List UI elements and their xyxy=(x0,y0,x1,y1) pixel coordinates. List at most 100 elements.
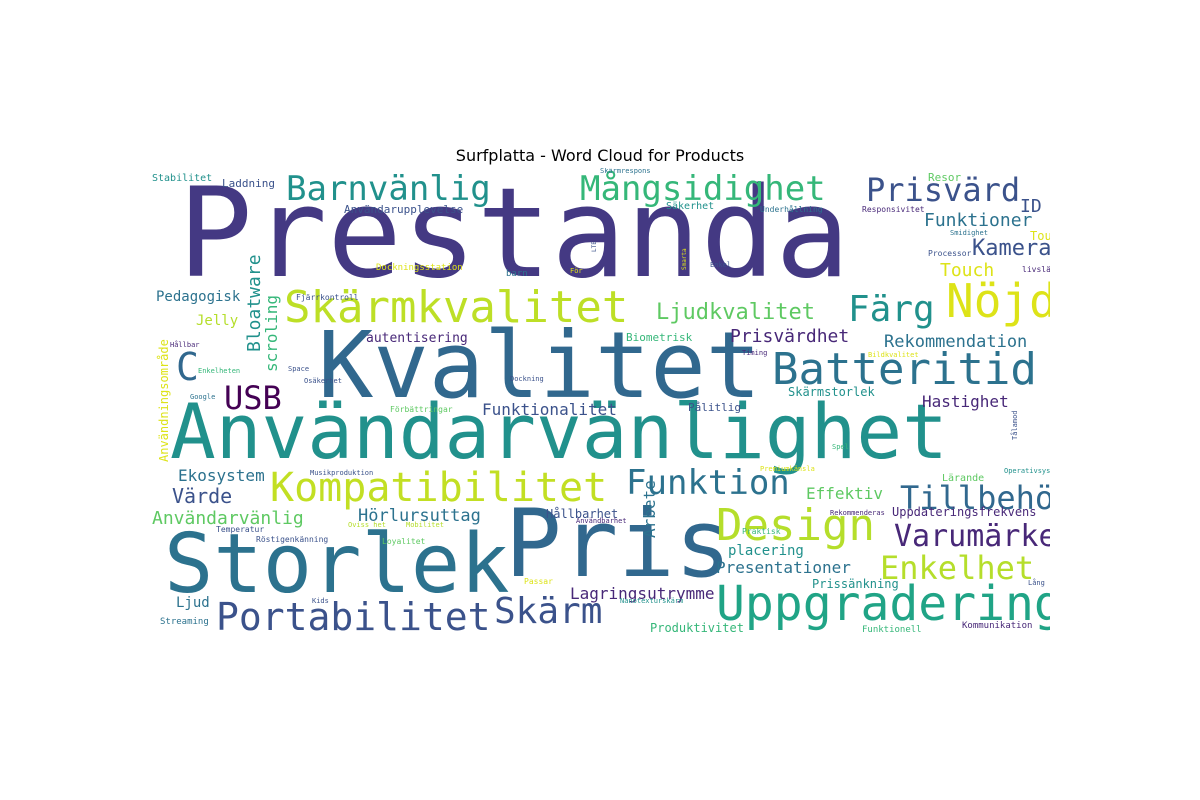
word: Nanotexturskärm xyxy=(620,597,684,605)
word: Design xyxy=(716,500,875,551)
word: Tålamod xyxy=(1011,410,1019,440)
word: Premiumkänsla xyxy=(760,465,815,473)
word: Temperatur xyxy=(216,525,265,534)
word: Dockning xyxy=(510,375,544,383)
word: Smarta xyxy=(681,248,688,270)
word: Stabilitet xyxy=(152,173,213,184)
word: LTE xyxy=(591,241,598,252)
word: Skärmrespons xyxy=(600,168,651,175)
word: Kvalitet xyxy=(318,312,762,419)
word: USB xyxy=(224,379,282,417)
word: Smidighet xyxy=(950,229,988,237)
word: Funktion xyxy=(626,463,790,503)
word: Touch xyxy=(940,260,995,281)
word: Pedagogisk xyxy=(156,289,241,305)
word: placering xyxy=(728,543,804,559)
word: Varumärke xyxy=(894,519,1050,554)
word: Nöjd xyxy=(946,274,1050,328)
word: Rekommendation xyxy=(884,332,1028,352)
word: Funktionalitet xyxy=(482,400,617,419)
word: Tillbehör xyxy=(900,479,1050,517)
word: Användningsområde xyxy=(157,339,171,462)
word: Effektiv xyxy=(806,484,884,503)
word: autentisering xyxy=(366,331,468,346)
word: Fjärrkontroll xyxy=(296,293,359,302)
word: Ljudkvalitet xyxy=(656,300,815,325)
word: Skärmstorlek xyxy=(788,385,875,399)
word: Pris xyxy=(505,490,732,599)
word: Värde xyxy=(172,484,233,508)
word: Prisvärd xyxy=(866,171,1021,209)
word: Bildkvalitet xyxy=(868,351,919,359)
word: Ljud xyxy=(176,595,210,611)
word: Produktivitet xyxy=(650,621,744,635)
word: Resor xyxy=(928,171,962,184)
word: Streaming xyxy=(160,617,209,627)
word: Presentationer xyxy=(716,558,851,577)
word: Osäkerhet xyxy=(304,377,342,385)
word: Timing xyxy=(742,349,768,357)
word: Enkelheten xyxy=(198,367,241,375)
word: Mobilitet xyxy=(406,521,444,529)
word: Google xyxy=(190,393,216,401)
word: Laddning xyxy=(222,177,275,190)
word: Kids xyxy=(312,597,329,605)
word: Hållbarhet xyxy=(546,507,619,521)
word: Enkelhet xyxy=(880,549,1035,587)
word: Biometrisk xyxy=(626,331,693,344)
word: Storlek xyxy=(164,517,510,612)
word: Användbarhet xyxy=(576,517,627,525)
word: Prestanda xyxy=(178,168,850,306)
word: livslängd xyxy=(1022,265,1050,274)
word: Lång xyxy=(1028,579,1045,587)
word: Batteritid xyxy=(772,344,1037,395)
word: Användarvänlighet xyxy=(170,387,948,476)
word-cloud: Prestanda Kvalitet Användarvänlighet Pri… xyxy=(150,168,1050,638)
word: Barnvänlig xyxy=(286,169,491,209)
word: Skärmkvalitet xyxy=(284,282,629,333)
word: scroling xyxy=(262,294,281,372)
word: Användarvänlig xyxy=(152,508,304,529)
word: Spel xyxy=(832,443,849,451)
word: Hastighet xyxy=(922,392,1009,411)
word: Uppdateringsfrekvens xyxy=(892,505,1037,519)
word: Operativsystem xyxy=(1004,467,1050,475)
chart-title: Surfplatta - Word Cloud for Products xyxy=(455,146,745,165)
word: Space xyxy=(288,365,310,373)
word: Underhållning xyxy=(760,205,823,214)
word: Portabilitet xyxy=(216,595,491,638)
word: Loyalitet xyxy=(382,537,426,546)
word: Prisvärdhet xyxy=(730,326,850,347)
word: Prissänkning xyxy=(812,577,899,591)
word: Förbättringar xyxy=(390,405,453,414)
word: C xyxy=(176,345,199,389)
word: Säkerhet xyxy=(666,201,715,212)
word: barn xyxy=(506,269,528,279)
word: Rekommenderas xyxy=(830,509,885,517)
word: Jelly xyxy=(196,313,239,329)
word: Kamera xyxy=(972,236,1050,261)
word: Hörlursuttag xyxy=(358,506,481,526)
word: Funktioner xyxy=(924,210,1033,231)
word: Röstigenkänning xyxy=(256,535,329,544)
word: Pålitlig xyxy=(688,401,741,414)
word: Kommunikation xyxy=(962,621,1033,631)
word: Skärm xyxy=(494,591,603,632)
word: ID xyxy=(1020,196,1042,217)
word: Enkel xyxy=(710,261,732,269)
word: Responsivitet xyxy=(862,205,925,214)
word: Hållbar xyxy=(170,341,200,349)
word: Lagringsutrymme xyxy=(570,584,715,603)
word: Arbete xyxy=(640,480,659,538)
word: Lärande xyxy=(942,473,985,484)
word: Passar xyxy=(524,577,553,586)
word: Ekosystem xyxy=(178,466,265,485)
word: Funktionell xyxy=(862,625,922,635)
word: Praktisk xyxy=(742,527,781,536)
word: Mångsidighet xyxy=(580,169,826,209)
word: Oviss het xyxy=(348,521,386,529)
word: Musikproduktion xyxy=(310,469,374,477)
word: Uppgradering xyxy=(716,576,1050,632)
word: För xyxy=(570,267,583,275)
